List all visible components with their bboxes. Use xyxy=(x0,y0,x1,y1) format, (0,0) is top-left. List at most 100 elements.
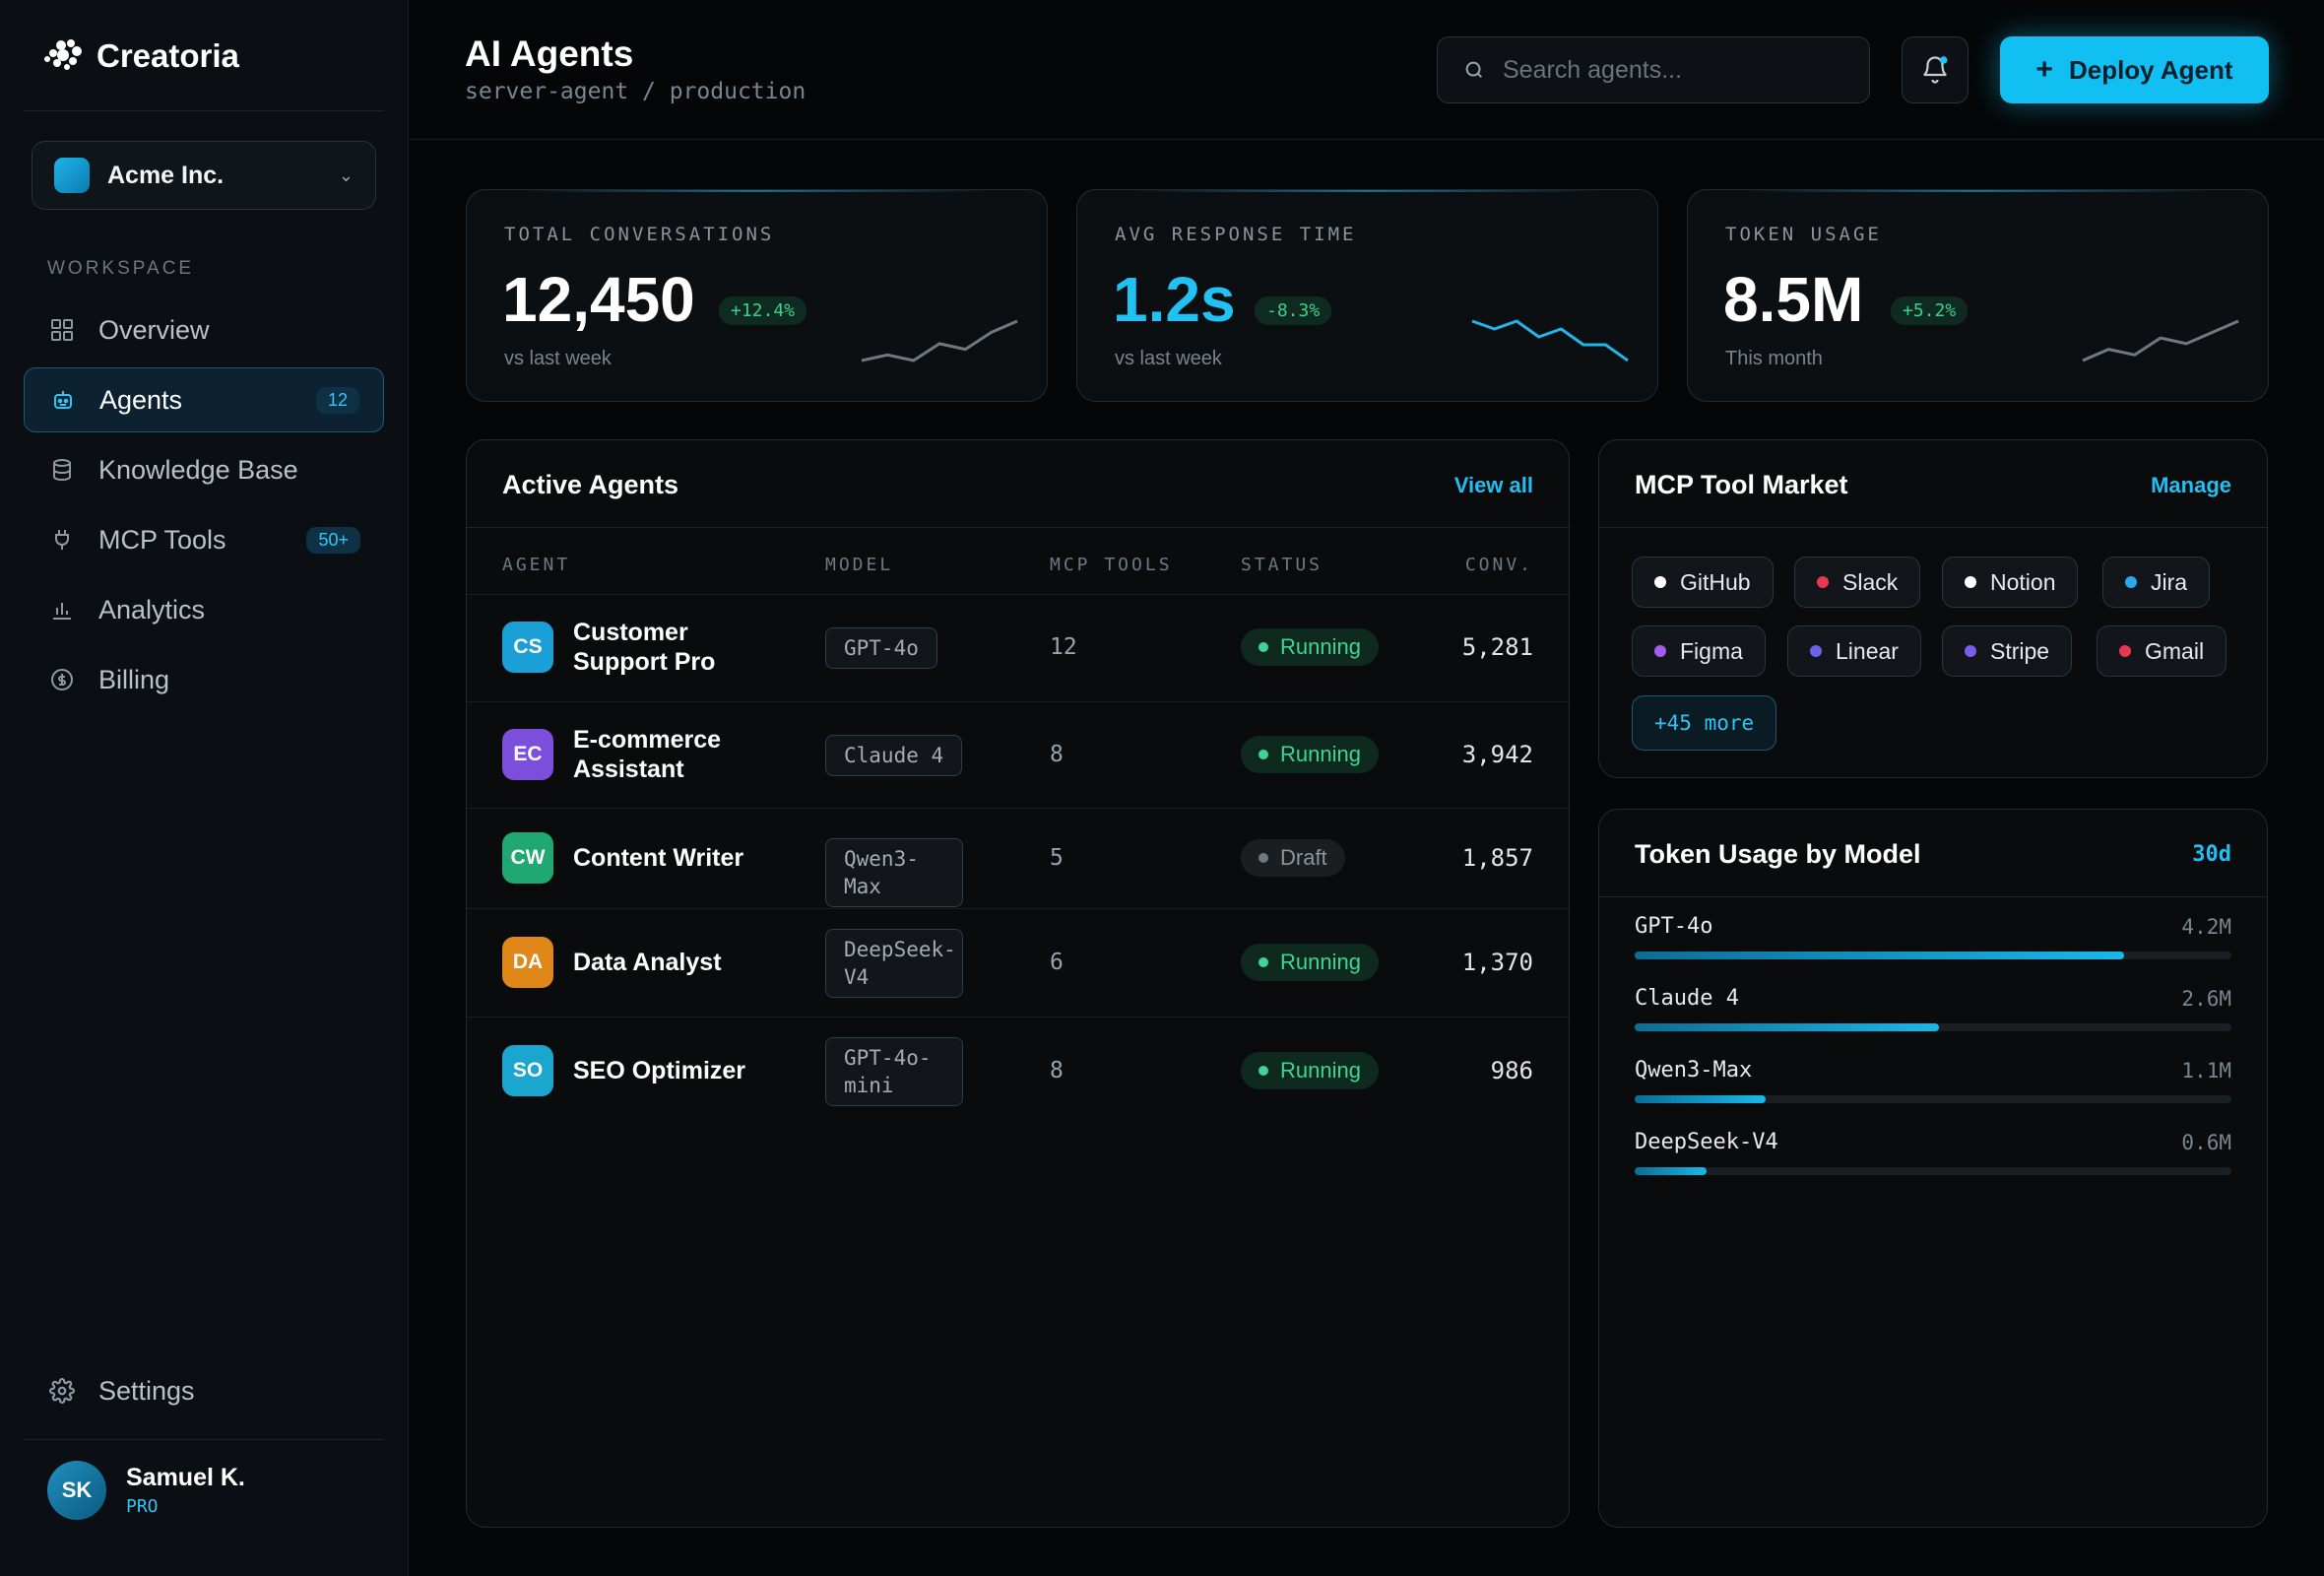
agent-avatar: DA xyxy=(502,937,553,988)
conversation-count: 3,942 xyxy=(1461,741,1533,768)
sidebar-item-label: Agents xyxy=(99,384,183,415)
column-header-mcp-tools[interactable]: MCP TOOLS xyxy=(1050,555,1173,575)
stat-delta: +12.4% xyxy=(719,296,807,325)
tool-chip-jira[interactable]: Jira xyxy=(2102,557,2211,608)
stat-sub: vs last week xyxy=(504,348,612,369)
sidebar-item-label: Settings xyxy=(98,1375,195,1406)
agent-avatar: SO xyxy=(502,1045,553,1096)
model-tag: Claude 4 xyxy=(825,735,963,776)
model-tag: GPT-4o xyxy=(825,627,937,669)
tool-chip-stripe[interactable]: Stripe xyxy=(1942,625,2073,677)
tool-chip-gmail[interactable]: Gmail xyxy=(2097,625,2227,677)
model-tag: GPT-4o-mini xyxy=(825,1037,963,1106)
divider xyxy=(467,701,1569,702)
stat-delta: +5.2% xyxy=(1891,296,1969,325)
divider xyxy=(467,527,1569,528)
model-token-value: 1.1M xyxy=(2181,1059,2231,1083)
billing-icon xyxy=(49,667,75,692)
agent-avatar: CW xyxy=(502,832,553,884)
usage-bar-track xyxy=(1635,1167,2231,1175)
stat-value: 8.5M xyxy=(1723,264,1864,335)
range-selector[interactable]: 30d xyxy=(2192,842,2231,867)
sidebar-item-billing[interactable]: Billing xyxy=(24,647,384,712)
stat-label: AVG RESPONSE TIME xyxy=(1115,224,1357,245)
sidebar-item-label: Overview xyxy=(98,314,210,345)
gear-icon xyxy=(49,1378,75,1404)
user-plan-badge: PRO xyxy=(126,1496,159,1517)
sparkline xyxy=(2082,319,2239,362)
mcp-tool-market-panel: MCP Tool Market Manage GitHub Slack Noti… xyxy=(1598,439,2268,778)
divider xyxy=(467,908,1569,909)
token-usage-panel: Token Usage by Model 30d GPT-4o 4.2M Cla… xyxy=(1598,809,2268,1528)
divider xyxy=(24,110,384,111)
search-placeholder: Search agents... xyxy=(1503,55,1683,84)
robot-icon xyxy=(50,387,76,413)
user-name: Samuel K. xyxy=(126,1464,245,1491)
usage-bar-track xyxy=(1635,952,2231,959)
divider xyxy=(1599,527,2267,528)
page-title: AI Agents xyxy=(465,33,634,74)
plug-icon xyxy=(49,527,75,553)
model-token-value: 0.6M xyxy=(2181,1131,2231,1154)
sidebar-item-knowledge-base[interactable]: Knowledge Base xyxy=(24,437,384,502)
model-name: Claude 4 xyxy=(1635,986,1739,1011)
agent-name: Data Analyst xyxy=(573,949,722,976)
breadcrumb: server-agent / production xyxy=(465,79,807,104)
column-header-model[interactable]: MODEL xyxy=(825,555,894,575)
usage-bar-track xyxy=(1635,1023,2231,1031)
status-badge: Running xyxy=(1241,628,1379,666)
sidebar-item-settings[interactable]: Settings xyxy=(24,1358,384,1423)
sparkline-path xyxy=(2082,319,2239,362)
agent-name: Customer Support Pro xyxy=(573,619,716,676)
sidebar-item-mcp-tools[interactable]: MCP Tools 50+ xyxy=(24,507,384,572)
sidebar-item-label: Analytics xyxy=(98,594,206,624)
sidebar-item-analytics[interactable]: Analytics xyxy=(24,577,384,642)
agent-name: E-commerce Assistant xyxy=(573,726,722,783)
tool-chip-figma[interactable]: Figma xyxy=(1632,625,1766,677)
agent-name: Content Writer xyxy=(573,844,744,872)
stat-card-conversations: TOTAL CONVERSATIONS 12,450 +12.4% vs las… xyxy=(466,189,1048,402)
usage-bar-fill xyxy=(1635,952,2124,959)
notifications-button[interactable] xyxy=(1902,36,1969,103)
agent-avatar: CS xyxy=(502,622,553,673)
brand-mark-icon xyxy=(44,39,82,70)
column-header-agent[interactable]: AGENT xyxy=(502,555,571,575)
chevron-down-icon: ⌄ xyxy=(338,164,354,185)
model-name: GPT-4o xyxy=(1635,914,1713,939)
status-badge: Running xyxy=(1241,736,1379,773)
model-name: Qwen3-Max xyxy=(1635,1058,1753,1083)
view-all-link[interactable]: View all xyxy=(1453,473,1533,497)
org-logo xyxy=(54,158,90,193)
conversation-count: 986 xyxy=(1490,1057,1533,1084)
sidebar-item-agents[interactable]: Agents 12 xyxy=(24,367,384,432)
deploy-agent-button[interactable]: + Deploy Agent xyxy=(2000,36,2269,103)
count-badge: 50+ xyxy=(306,526,360,554)
agent-avatar: EC xyxy=(502,729,553,780)
brand-logo[interactable]: Creatoria xyxy=(43,37,239,75)
conversation-count: 1,857 xyxy=(1461,844,1533,872)
tool-chip-linear[interactable]: Linear xyxy=(1787,625,1921,677)
count-badge: 12 xyxy=(315,386,359,414)
stat-sub: vs last week xyxy=(1115,348,1222,369)
mcp-tools-count: 8 xyxy=(1050,1058,1064,1084)
org-switcher[interactable]: Acme Inc. ⌄ xyxy=(32,141,376,210)
usage-bar-fill xyxy=(1635,1023,1940,1031)
sidebar-item-overview[interactable]: Overview xyxy=(24,297,384,362)
manage-link[interactable]: Manage xyxy=(2151,473,2231,497)
divider xyxy=(1599,896,2267,897)
conversation-count: 5,281 xyxy=(1461,633,1533,661)
status-badge: Draft xyxy=(1241,839,1345,877)
more-tools-button[interactable]: +45 more xyxy=(1632,695,1777,751)
sidebar: Creatoria Acme Inc. ⌄ WORKSPACE Overview… xyxy=(0,0,409,1576)
stat-label: TOKEN USAGE xyxy=(1725,224,1882,245)
stat-value: 12,450 xyxy=(502,264,695,335)
column-header-conversations[interactable]: CONV. xyxy=(1464,555,1533,575)
user-profile[interactable]: SK Samuel K. PRO xyxy=(47,1461,245,1520)
tool-chip-github[interactable]: GitHub xyxy=(1632,557,1774,608)
search-input[interactable]: Search agents... xyxy=(1437,36,1870,103)
mcp-tools-count: 12 xyxy=(1050,634,1077,660)
tool-chip-slack[interactable]: Slack xyxy=(1794,557,1921,608)
model-token-value: 4.2M xyxy=(2181,915,2231,939)
tool-chip-notion[interactable]: Notion xyxy=(1942,557,2079,608)
column-header-status[interactable]: STATUS xyxy=(1241,555,1323,575)
